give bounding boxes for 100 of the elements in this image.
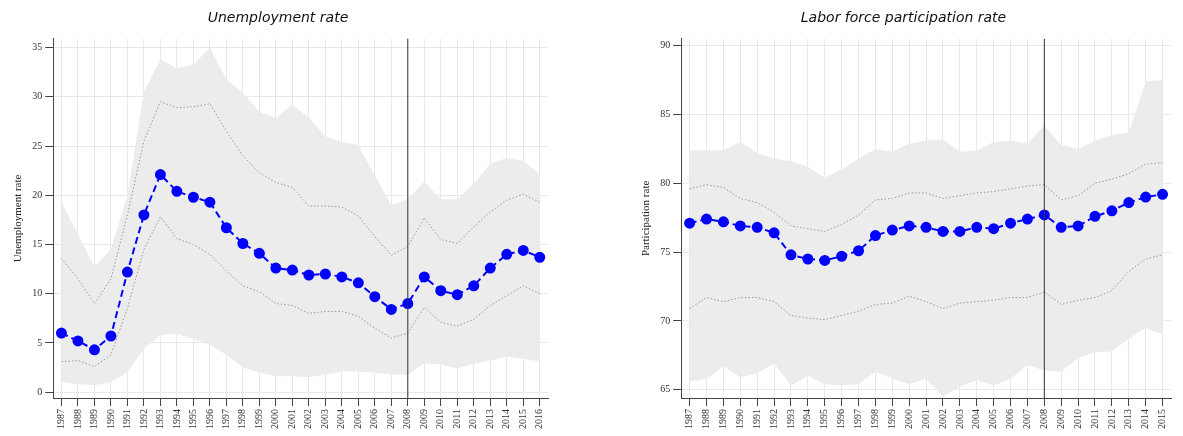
- point: [468, 280, 480, 292]
- point: [517, 244, 529, 256]
- x-tick-label: 1993: [784, 409, 796, 429]
- line-series: [60, 101, 541, 305]
- line-series: [689, 162, 1164, 232]
- point: [1123, 197, 1135, 209]
- y-tick-label: 10: [32, 287, 43, 299]
- y-tick-label: 75: [660, 245, 671, 257]
- point: [369, 291, 381, 303]
- point: [1106, 205, 1118, 217]
- point: [171, 185, 183, 197]
- x-tick-label: 2003: [953, 409, 965, 429]
- point: [237, 238, 249, 249]
- x-tick-label: 1995: [187, 409, 199, 429]
- x-tick-label: 2014: [500, 409, 512, 429]
- point: [701, 213, 713, 225]
- point: [1072, 220, 1084, 232]
- line-series: [689, 254, 1164, 321]
- x-tick-label: 1990: [104, 409, 116, 429]
- point: [220, 222, 232, 234]
- point: [204, 196, 216, 208]
- point: [385, 303, 397, 315]
- x-tick-label: 2000: [269, 409, 281, 429]
- y-tick-label: 25: [32, 139, 43, 151]
- point: [418, 271, 430, 283]
- x-tick-label: 1991: [750, 409, 762, 429]
- point: [1021, 213, 1033, 225]
- x-tick-label: 2002: [302, 409, 314, 429]
- x-tick-label: 1996: [203, 409, 215, 429]
- point: [1157, 188, 1169, 200]
- x-tick-label: 2013: [1122, 409, 1134, 429]
- point: [768, 227, 780, 239]
- point: [105, 330, 117, 342]
- x-tick-label: 2009: [417, 409, 429, 429]
- x-tick-label: 2012: [1105, 409, 1117, 429]
- x-tick-label: 1987: [55, 409, 67, 429]
- point: [88, 344, 100, 356]
- y-tick-label: 35: [32, 41, 43, 53]
- point: [451, 289, 463, 301]
- x-tick-label: 1995: [818, 409, 830, 429]
- y-tick-label: 20: [32, 188, 43, 200]
- point: [819, 254, 831, 266]
- x-tick-label: 1991: [121, 409, 133, 429]
- line-series: [60, 216, 541, 368]
- point: [785, 249, 797, 261]
- chart-title: Labor force participation rate: [800, 9, 1007, 26]
- x-tick-label: 2004: [335, 409, 347, 429]
- point: [734, 220, 746, 232]
- point: [501, 248, 513, 260]
- point: [534, 251, 546, 263]
- x-tick-label: 1988: [71, 409, 83, 429]
- point: [971, 221, 983, 233]
- point: [154, 169, 166, 181]
- point: [717, 216, 729, 228]
- point: [954, 225, 966, 237]
- point: [836, 250, 848, 262]
- x-tick-label: 1998: [236, 409, 248, 429]
- point: [72, 335, 84, 347]
- x-tick-label: 1999: [885, 409, 897, 429]
- point: [903, 220, 915, 232]
- point: [937, 225, 949, 237]
- x-tick-label: 2010: [434, 409, 446, 429]
- x-tick-label: 2010: [1071, 409, 1083, 429]
- x-tick-label: 2012: [467, 409, 479, 429]
- x-tick-label: 2013: [483, 409, 495, 429]
- x-tick-label: 2007: [1021, 409, 1033, 429]
- x-tick-label: 2008: [401, 409, 413, 429]
- y-tick-label: 80: [660, 176, 671, 188]
- y-tick-label: 30: [32, 90, 43, 102]
- y-tick-label: 5: [37, 336, 43, 348]
- point: [1140, 191, 1152, 203]
- point: [319, 268, 331, 280]
- point: [435, 285, 447, 297]
- point: [121, 266, 133, 278]
- x-tick-label: 1996: [835, 409, 847, 429]
- y-tick-label: 15: [32, 238, 43, 250]
- point: [187, 191, 199, 203]
- x-tick-label: 1992: [767, 409, 779, 429]
- point: [886, 224, 898, 236]
- x-tick-label: 2005: [987, 409, 999, 429]
- point: [484, 262, 496, 274]
- x-tick-label: 1988: [700, 409, 712, 429]
- x-tick-label: 2001: [285, 409, 297, 429]
- point: [1055, 221, 1067, 233]
- x-tick-label: 2000: [902, 409, 914, 429]
- x-tick-label: 1994: [801, 409, 813, 429]
- y-tick-label: 85: [660, 108, 671, 120]
- point: [920, 221, 932, 233]
- x-tick-label: 2003: [318, 409, 330, 429]
- point: [853, 245, 865, 257]
- x-tick-label: 1989: [88, 409, 100, 429]
- x-tick-label: 1992: [137, 409, 149, 429]
- x-tick-label: 2011: [1088, 409, 1100, 429]
- x-tick-label: 1994: [170, 409, 182, 429]
- point: [1089, 210, 1101, 222]
- y-tick-label: 90: [660, 39, 671, 51]
- point: [253, 247, 265, 259]
- x-tick-label: 2006: [368, 409, 380, 429]
- y-tick-label: 0: [37, 385, 43, 397]
- point: [138, 209, 150, 221]
